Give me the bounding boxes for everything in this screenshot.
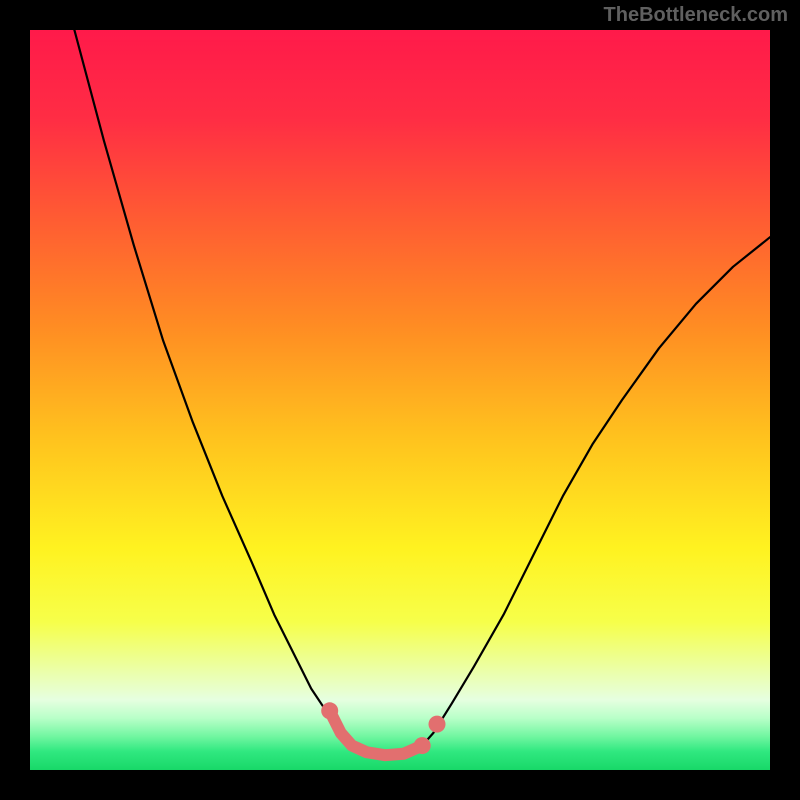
- valley-end-dot: [414, 737, 431, 754]
- plot-background: [30, 30, 770, 770]
- chart-svg: [0, 0, 800, 800]
- valley-end-dot: [321, 702, 338, 719]
- valley-detached-dot: [429, 716, 446, 733]
- watermark-text: TheBottleneck.com: [604, 4, 788, 27]
- chart-frame: TheBottleneck.com: [0, 0, 800, 800]
